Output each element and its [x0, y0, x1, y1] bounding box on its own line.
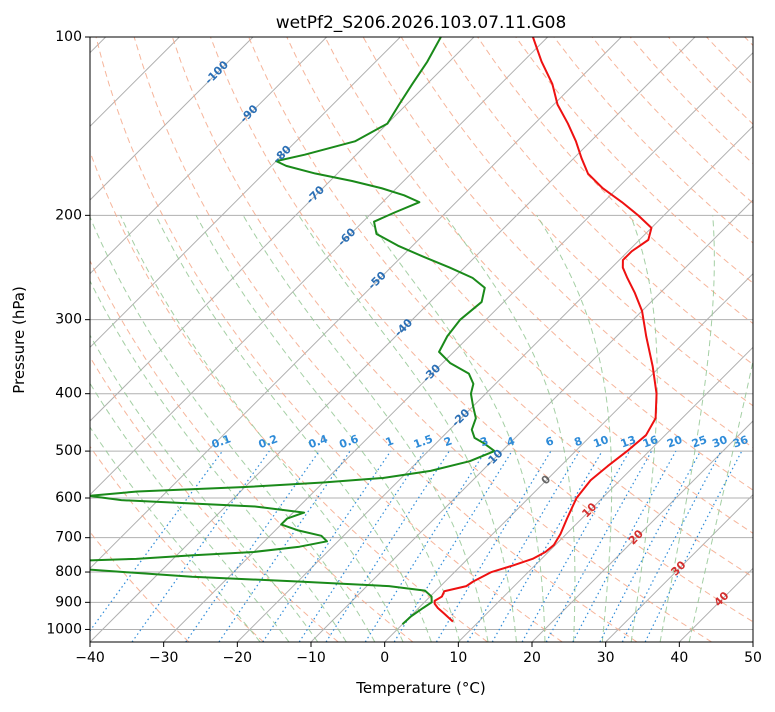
y-tick-label-3: 400	[55, 386, 82, 402]
chart-title: wetPf2_S206.2026.103.07.11.G08	[276, 13, 567, 33]
x-tick-label-0: −40	[75, 650, 105, 666]
x-tick-label-7: 30	[597, 650, 615, 666]
y-axis-label: Pressure (hPa)	[10, 286, 28, 394]
y-tick-label-0: 100	[55, 29, 82, 45]
y-tick-label-2: 300	[55, 312, 82, 328]
x-tick-label-9: 50	[744, 650, 762, 666]
y-tick-label-6: 700	[55, 530, 82, 546]
x-tick-label-4: 0	[380, 650, 389, 666]
x-tick-label-6: 20	[523, 650, 541, 666]
y-tick-label-9: 1000	[46, 621, 82, 637]
x-tick-label-3: −10	[296, 650, 326, 666]
x-tick-label-8: 40	[670, 650, 688, 666]
x-tick-label-2: −20	[223, 650, 253, 666]
x-axis-label: Temperature (°C)	[355, 679, 485, 697]
y-tick-label-4: 500	[55, 443, 82, 459]
y-tick-label-8: 900	[55, 594, 82, 610]
y-tick-label-5: 600	[55, 490, 82, 506]
y-tick-label-7: 800	[55, 564, 82, 580]
x-tick-label-1: −30	[149, 650, 179, 666]
y-tick-label-1: 200	[55, 207, 82, 223]
x-tick-label-5: 10	[449, 650, 467, 666]
